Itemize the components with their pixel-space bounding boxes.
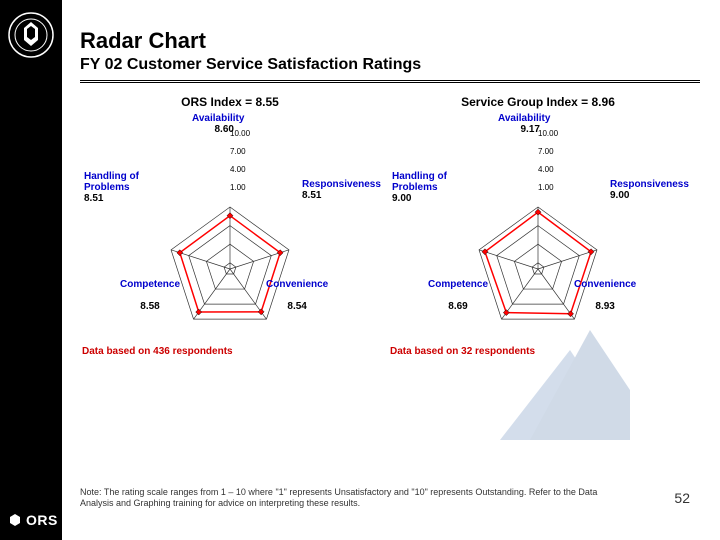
background-decoration-icon [500, 330, 630, 440]
axis-convenience-left: Convenience8.54 [266, 279, 328, 312]
title-underline [80, 80, 700, 83]
ors-logo-text: ORS [26, 512, 58, 528]
page-number: 52 [674, 490, 690, 506]
axis-convenience-right: Convenience8.93 [574, 279, 636, 312]
axis-competence-left: Competence8.58 [120, 279, 180, 312]
panel-footer-left: Data based on 436 respondents [82, 346, 233, 357]
grid-label-10-right: 10.00 [538, 129, 558, 138]
ors-logo-icon [8, 513, 22, 527]
slide-title: Radar Chart [80, 28, 700, 54]
panel-title-left: ORS Index = 8.55 [80, 95, 380, 109]
axis-handling-left: Handling ofProblems8.51 [84, 171, 139, 204]
axis-handling-right: Handling ofProblems9.00 [392, 171, 447, 204]
radar-panel-left: ORS Index = 8.55 Availability8.60 Respon… [80, 91, 380, 361]
grid-label-1-right: 1.00 [538, 183, 554, 192]
grid-label-7-right: 7.00 [538, 147, 554, 156]
axis-responsiveness-right: Responsiveness9.00 [610, 179, 689, 201]
footnote: Note: The rating scale ranges from 1 – 1… [80, 487, 600, 510]
nih-seal-icon [8, 12, 54, 58]
slide-subtitle: FY 02 Customer Service Satisfaction Rati… [80, 56, 700, 74]
panel-title-right: Service Group Index = 8.96 [388, 95, 688, 109]
charts-row: ORS Index = 8.55 Availability8.60 Respon… [80, 91, 700, 361]
content-area: Radar Chart FY 02 Customer Service Satis… [80, 28, 700, 361]
grid-label-4-left: 4.00 [230, 165, 246, 174]
ors-logo: ORS [8, 512, 58, 528]
grid-label-7-left: 7.00 [230, 147, 246, 156]
grid-label-1-left: 1.00 [230, 183, 246, 192]
radar-chart-left [150, 189, 310, 354]
grid-label-10-left: 10.00 [230, 129, 250, 138]
left-sidebar-band [0, 0, 62, 540]
grid-label-4-right: 4.00 [538, 165, 554, 174]
axis-competence-right: Competence8.69 [428, 279, 488, 312]
axis-responsiveness-left: Responsiveness8.51 [302, 179, 381, 201]
radar-panel-right: Service Group Index = 8.96 Availability9… [388, 91, 688, 361]
